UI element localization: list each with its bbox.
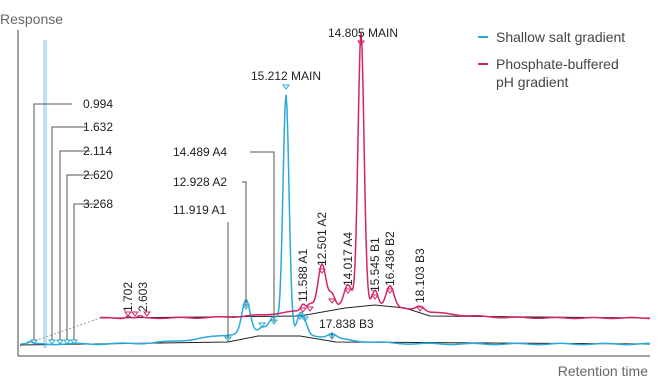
peak-label-blue: 15.212 MAIN xyxy=(251,69,321,83)
label-leader-lines xyxy=(33,103,333,340)
peak-label-magenta: 15.545 B1 xyxy=(368,237,382,292)
injection-marker-band xyxy=(43,40,47,348)
peak-label-magenta: 12.501 A2 xyxy=(315,212,329,266)
peak-label-magenta: 11.588 A1 xyxy=(296,249,310,302)
trace-shallow-salt xyxy=(19,94,650,346)
peak-label-magenta: 14.805 MAIN xyxy=(328,26,398,40)
peak-marker-magenta xyxy=(344,288,352,294)
peak-marker-magenta xyxy=(143,311,151,317)
leader-line xyxy=(33,103,72,340)
peak-marker-magenta xyxy=(131,311,139,317)
legend-label-shallow-salt: Shallow salt gradient xyxy=(496,29,625,45)
baseline-phosphate-ph xyxy=(99,304,651,319)
peak-label-magenta: 1.702 xyxy=(121,282,135,312)
peak-marker-magenta xyxy=(318,268,326,274)
peak-marker-magenta xyxy=(371,294,379,300)
peak-marker-magenta xyxy=(306,306,314,312)
peak-label-blue: 2.620 xyxy=(83,168,113,182)
peak-marker-magenta xyxy=(416,306,424,312)
y-axis-title: Response xyxy=(0,11,63,27)
peak-label-magenta: 18.103 B3 xyxy=(413,248,427,303)
peak-marker-blue xyxy=(282,84,290,90)
peak-label-blue: 1.632 xyxy=(83,120,113,134)
peak-marker-magenta xyxy=(124,311,132,317)
peak-marker-magenta xyxy=(328,298,336,304)
peak-marker-magenta xyxy=(299,307,307,313)
peak-label-magenta: 14.017 A4 xyxy=(341,232,355,286)
peak-marker-blue xyxy=(301,316,309,322)
leader-line xyxy=(242,181,247,307)
peak-label-blue: 2.114 xyxy=(83,144,112,158)
peak-label-blue: 17.838 B3 xyxy=(319,317,374,331)
peak-label-blue: 14.489 A4 xyxy=(173,145,227,159)
leader-line xyxy=(73,203,96,340)
peak-label-magenta: 2.603 xyxy=(136,282,150,312)
peak-marker-blue xyxy=(258,322,266,328)
trace-phosphate-ph xyxy=(99,32,650,320)
peak-label-blue: 12.928 A2 xyxy=(173,175,227,189)
leader-line xyxy=(66,174,93,340)
leader-line xyxy=(59,150,90,340)
x-axis-title: Retention time xyxy=(558,363,648,378)
legend-label-phosphate-ph-line1: Phosphate-buffered xyxy=(496,56,619,72)
peak-labels: 0.994 1.632 2.114 2.620 3.268 14.489 A4 12.928… xyxy=(83,26,427,331)
peak-label-blue: 11.919 A1 xyxy=(173,203,226,217)
peak-label-blue: 3.268 xyxy=(83,197,113,211)
peak-label-magenta: 16.436 B2 xyxy=(383,231,397,286)
leader-line xyxy=(51,126,86,340)
peak-label-blue: 0.994 xyxy=(83,97,113,111)
peak-marker-blue xyxy=(48,339,56,345)
peak-marker-magenta xyxy=(386,288,394,294)
leader-line xyxy=(250,151,275,322)
peak-marker-magenta xyxy=(357,40,365,46)
peak-marker-blue xyxy=(56,339,64,345)
legend-label-phosphate-ph-line2: pH gradient xyxy=(496,74,568,90)
peak-markers xyxy=(30,40,424,345)
legend: Shallow salt gradient Phosphate-buffered… xyxy=(478,29,625,90)
